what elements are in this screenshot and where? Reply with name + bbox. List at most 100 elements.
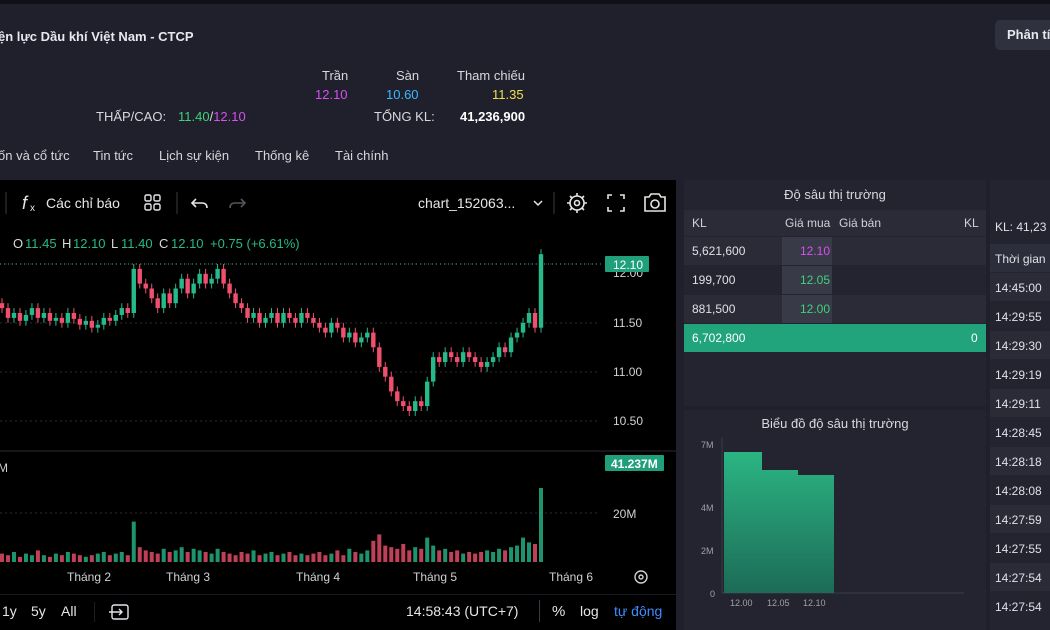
- volume-bar: [461, 553, 466, 562]
- tab-events[interactable]: Lịch sự kiện: [159, 148, 230, 163]
- svg-text:x: x: [30, 203, 35, 214]
- depth-chart-panel: Biểu đồ độ sâu thị trường 7M 4M 2M 0 12.…: [684, 410, 986, 630]
- candle-body: [490, 357, 496, 362]
- volume-bars-group: [0, 488, 543, 562]
- redo-icon[interactable]: [229, 198, 247, 209]
- tab-financials[interactable]: Tài chính: [335, 148, 389, 163]
- volume-bar: [53, 553, 58, 562]
- candle-body: [287, 313, 292, 318]
- tab-dividends[interactable]: ốn và cổ tức: [0, 148, 70, 163]
- volume-bar: [173, 550, 178, 562]
- depth-row: [684, 237, 986, 265]
- candle-body: [472, 357, 478, 362]
- volume-bar: [23, 553, 28, 562]
- volume-bar: [383, 545, 388, 562]
- volume-bar: [245, 553, 250, 562]
- reference-value: 11.35: [492, 87, 524, 102]
- range-1y[interactable]: 1y: [2, 603, 17, 619]
- axis-settings-icon[interactable]: [634, 570, 648, 584]
- volume-bar: [221, 552, 226, 562]
- candle-body: [239, 303, 244, 309]
- volume-bar: [281, 553, 286, 562]
- volume-bar: [521, 537, 526, 562]
- volume-bar: [203, 552, 208, 562]
- trade-time-row: 14:27:54: [990, 563, 1050, 591]
- range-5y[interactable]: 5y: [31, 603, 46, 619]
- depth-x-tick-12.00: 12.00: [730, 598, 753, 608]
- volume-bar: [347, 548, 352, 562]
- volume-bar: [269, 552, 274, 562]
- price-chart[interactable]: O 11.45 H 12.10 L 11.40 C 12.10 +0.75 (+…: [0, 224, 676, 594]
- auto-scale-toggle[interactable]: tự động: [614, 603, 663, 619]
- gear-icon[interactable]: [567, 193, 587, 213]
- range-all[interactable]: All: [61, 603, 77, 619]
- depth-chart[interactable]: 7M 4M 2M 0 12.00 12.05 12.10: [684, 434, 986, 630]
- volume-bar: [419, 548, 424, 562]
- volume-bar: [389, 547, 394, 562]
- candle-body: [35, 308, 41, 318]
- lowhigh-slash: /: [209, 109, 214, 124]
- candle-body: [29, 308, 35, 315]
- volume-bar: [431, 545, 436, 562]
- volume-bar: [533, 544, 538, 562]
- reference-label: Tham chiếu: [457, 68, 525, 83]
- indicators-label[interactable]: Các chỉ báo: [46, 195, 120, 211]
- volume-bar: [71, 553, 76, 562]
- date-range-icon[interactable]: [94, 600, 134, 624]
- ceiling-value: 12.10: [315, 87, 348, 102]
- candle-body: [269, 313, 274, 318]
- chevron-down-icon[interactable]: [533, 200, 543, 207]
- volume-bar: [95, 553, 100, 562]
- ohlc-o-label: O: [13, 236, 23, 251]
- candle-body: [17, 313, 23, 321]
- time-tick-jun: Tháng 6: [549, 570, 593, 584]
- fullscreen-icon[interactable]: [607, 194, 625, 212]
- volume-bar: [509, 547, 514, 562]
- ohlc-o-value: 11.45: [25, 236, 57, 251]
- bottom-divider: [539, 600, 540, 622]
- volume-bar: [41, 555, 46, 562]
- candle-body: [466, 352, 472, 358]
- candle-body: [478, 362, 484, 367]
- depth-y-tick-4M: 4M: [701, 503, 714, 513]
- volume-bar: [413, 547, 418, 562]
- function-icon[interactable]: f x: [22, 193, 35, 214]
- volume-bar: [77, 555, 82, 562]
- candle-body: [454, 357, 460, 362]
- volume-bar: [353, 552, 358, 562]
- candle-body: [323, 327, 328, 333]
- tab-news[interactable]: Tin tức: [93, 148, 134, 163]
- volume-bar: [161, 548, 166, 562]
- volume-bar: [197, 550, 202, 562]
- chart-name[interactable]: chart_152063...: [418, 195, 515, 211]
- candle-body: [53, 317, 59, 321]
- volume-bar: [29, 555, 34, 562]
- high-value: 12.10: [213, 109, 246, 124]
- candle-body: [442, 352, 448, 362]
- price-tick-11.50: 11.50: [613, 316, 642, 330]
- log-toggle[interactable]: log: [580, 603, 599, 619]
- volume-bar: [401, 544, 406, 562]
- candle-body: [311, 317, 316, 323]
- tab-statistics[interactable]: Thống kê: [255, 148, 310, 163]
- candle-body: [41, 313, 47, 318]
- volume-bar: [125, 555, 130, 562]
- trade-time-row: 14:28:45: [990, 418, 1050, 446]
- depth-bid-bar: [782, 295, 832, 323]
- layout-grid-icon[interactable]: [144, 194, 161, 211]
- percent-toggle[interactable]: %: [552, 603, 566, 620]
- analysis-button[interactable]: Phân tí: [995, 20, 1050, 50]
- volume-bar: [329, 553, 334, 562]
- camera-icon[interactable]: [644, 193, 666, 212]
- candle-body: [191, 283, 196, 294]
- undo-icon[interactable]: [190, 198, 208, 209]
- candle-body: [407, 406, 412, 411]
- candle-body: [317, 322, 322, 328]
- depth-x-tick-12.10: 12.10: [803, 598, 826, 608]
- market-depth-title: Độ sâu thị trường: [784, 187, 886, 202]
- lowhigh-label: THẤP/CAO:: [96, 109, 167, 124]
- volume-bar: [365, 550, 370, 562]
- candle-body: [275, 313, 280, 323]
- trade-time-row: 14:27:59: [990, 505, 1050, 533]
- depth-total-row: [684, 324, 986, 352]
